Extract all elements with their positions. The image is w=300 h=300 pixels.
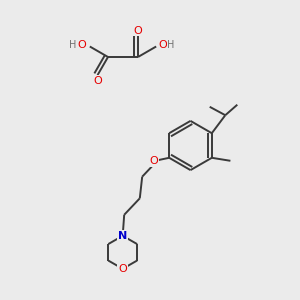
Text: O: O (158, 40, 167, 50)
Text: N: N (118, 231, 127, 241)
Text: O: O (77, 40, 86, 50)
Text: H: H (69, 40, 77, 50)
Text: N: N (118, 231, 127, 241)
Text: O: O (118, 264, 127, 274)
Text: H: H (167, 40, 175, 50)
Text: O: O (93, 76, 102, 85)
Text: O: O (150, 156, 159, 166)
Text: O: O (134, 26, 142, 36)
